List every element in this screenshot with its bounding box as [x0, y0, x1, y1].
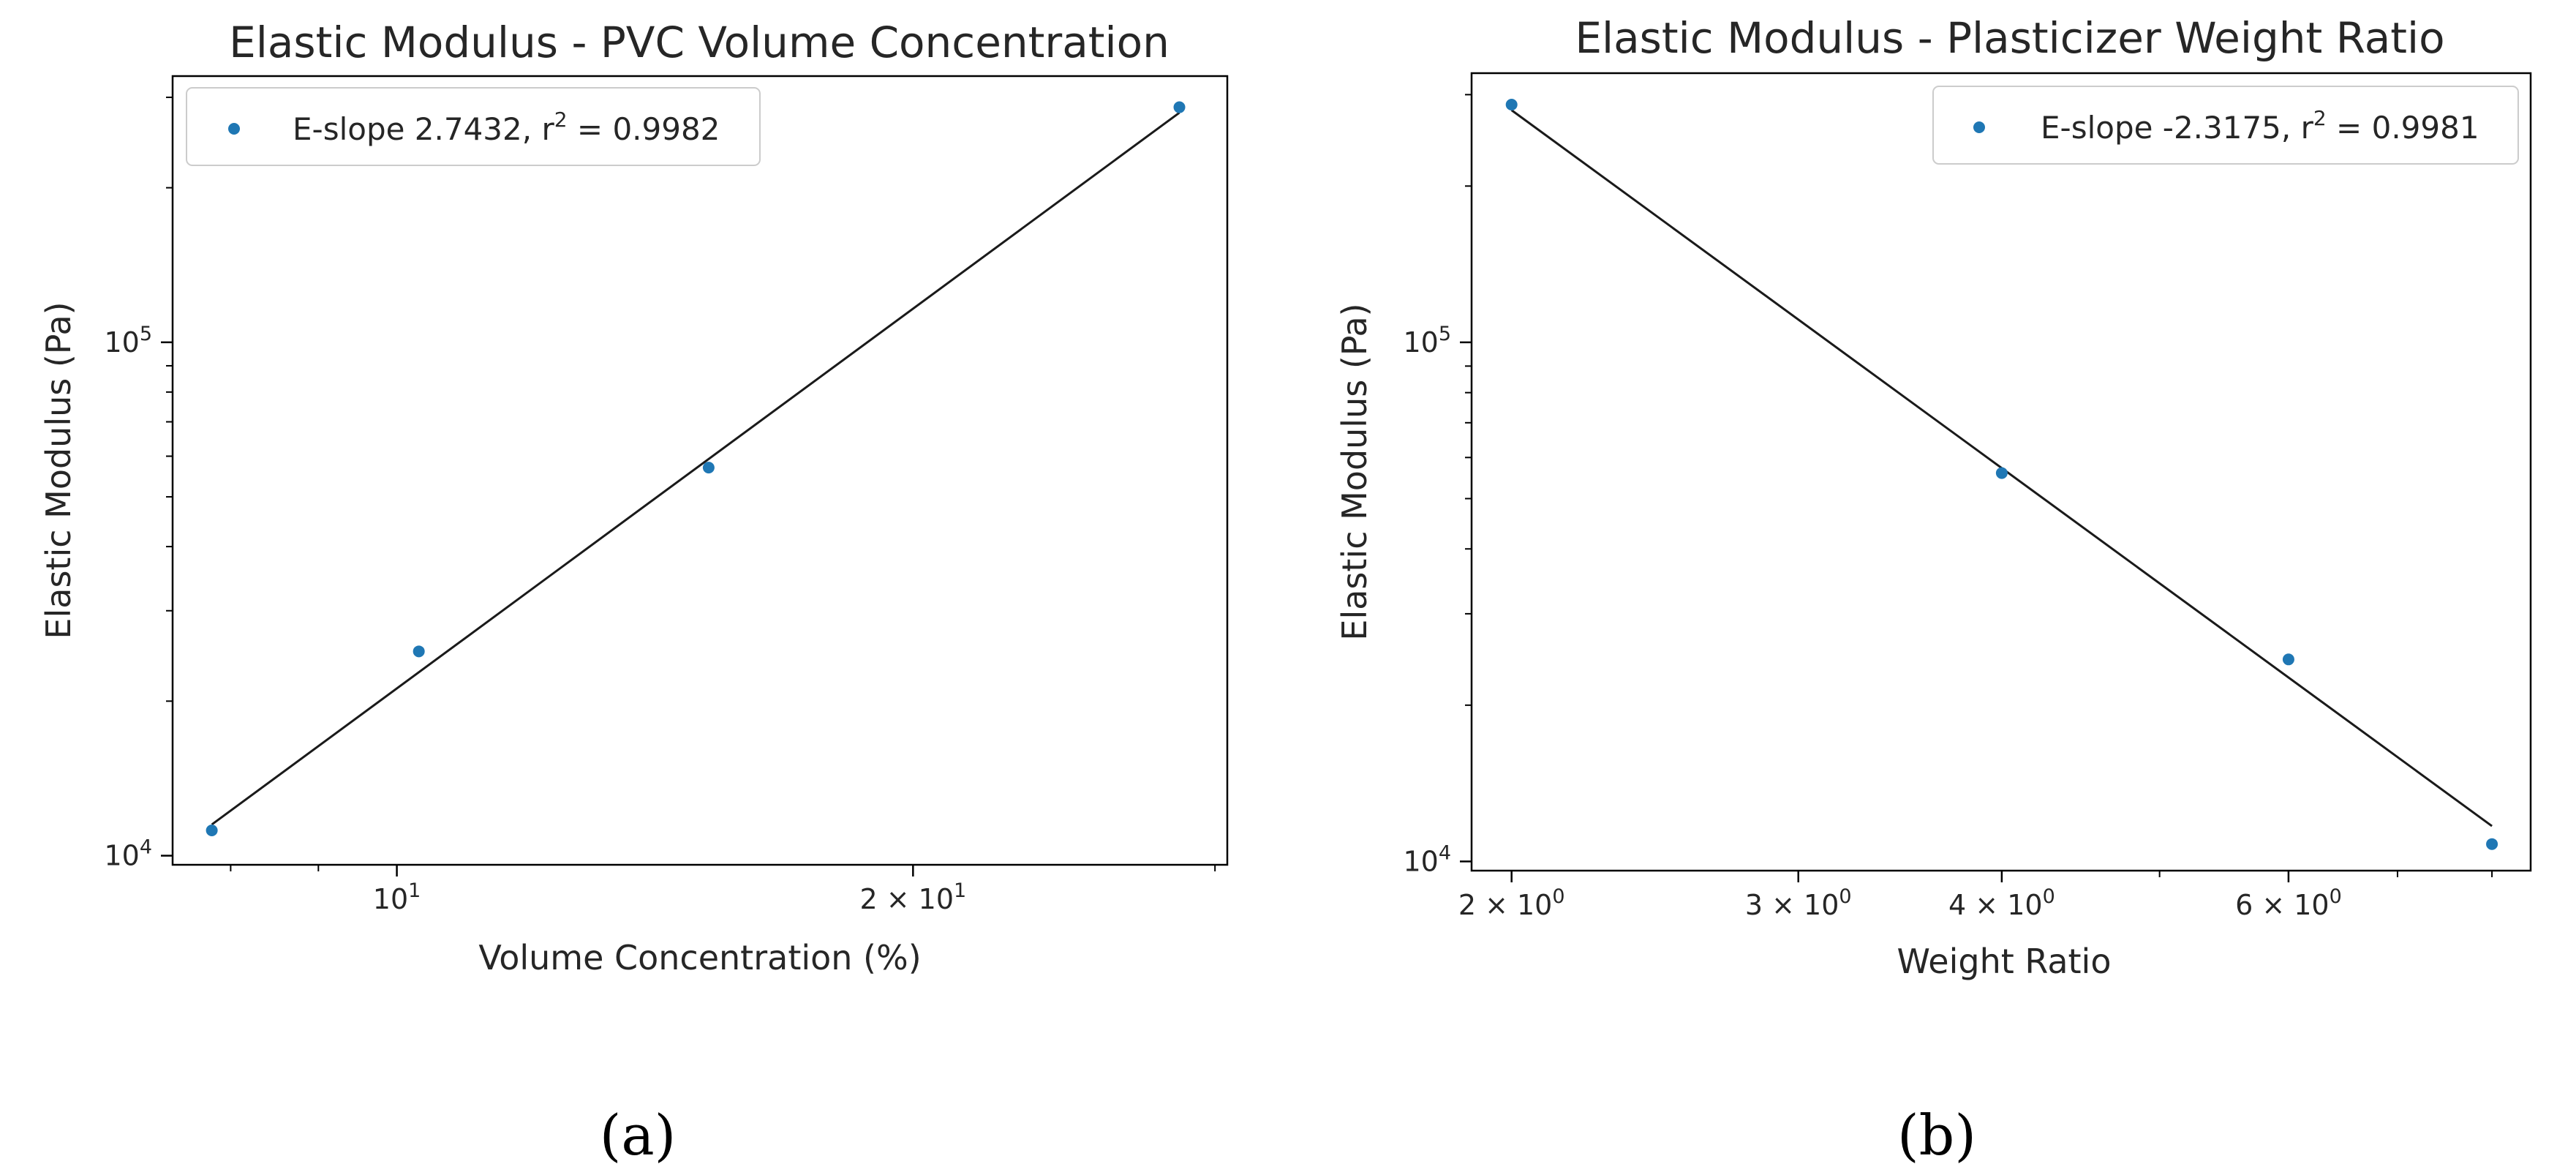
panel-label: (b): [1897, 1103, 1976, 1168]
data-point: [206, 825, 218, 837]
legend-box: [186, 87, 761, 166]
tick-base: 3 × 10: [1745, 889, 1839, 921]
panel-label: (a): [600, 1103, 677, 1168]
legend-marker: [1973, 121, 1985, 133]
tick-base: 10: [1403, 845, 1438, 877]
legend-box: [1932, 86, 2519, 165]
x-axis-label: Weight Ratio: [1897, 942, 2112, 981]
x-tick-label: 6 × 100: [2235, 885, 2342, 921]
y-tick-label: 105: [1403, 323, 1451, 358]
legend: E-slope -2.3175, r2 = 0.9981: [1932, 86, 2519, 165]
legend: E-slope 2.7432, r2 = 0.9982: [186, 87, 761, 166]
tick-exponent: 1: [408, 879, 421, 902]
legend-text-tail: = 0.9981: [2327, 110, 2479, 146]
x-tick-label: 2 × 101: [859, 879, 966, 915]
tick-exponent: 5: [140, 323, 152, 345]
y-tick-label: 104: [1403, 841, 1451, 877]
tick-base: 2 × 10: [859, 883, 954, 915]
tick-base: 10: [104, 840, 139, 872]
plot-frame: [171, 75, 1229, 866]
tick-base: 2 × 10: [1458, 889, 1553, 921]
tick-exponent: 0: [1552, 885, 1564, 908]
tick-exponent: 5: [1439, 323, 1451, 345]
y-tick-label: 104: [104, 836, 152, 872]
x-tick-label: 3 × 100: [1745, 885, 1852, 921]
data-point: [2282, 653, 2294, 666]
tick-exponent: 0: [1839, 885, 1851, 908]
plot-marks: [1505, 99, 2498, 850]
legend-text-tail: = 0.9982: [568, 111, 720, 147]
tick-base: 10: [104, 326, 139, 358]
chart-title: Elastic Modulus - Plasticizer Weight Rat…: [1575, 13, 2444, 63]
fit-line: [211, 111, 1180, 826]
chart-title: Elastic Modulus - PVC Volume Concentrati…: [229, 18, 1170, 67]
legend-text: E-slope -2.3175, r: [2041, 110, 2314, 146]
tick-exponent: 4: [1439, 841, 1451, 864]
x-tick-label: 2 × 100: [1458, 885, 1565, 921]
data-point: [1505, 99, 1518, 111]
chart-weight-ratio: Elastic Modulus - Plasticizer Weight Rat…: [1335, 13, 2532, 1168]
tick-base: 10: [1403, 326, 1438, 358]
data-point: [702, 462, 715, 474]
x-axis-label: Volume Concentration (%): [478, 938, 921, 977]
legend-entry: E-slope -2.3175, r2 = 0.9981: [2041, 106, 2479, 146]
x-tick-label: 101: [373, 879, 421, 915]
legend-text: E-slope 2.7432, r: [293, 111, 554, 147]
y-tick-label: 105: [104, 323, 152, 358]
legend-entry: E-slope 2.7432, r2 = 0.9982: [293, 108, 720, 147]
data-point: [413, 645, 425, 658]
x-axis-ticks: 2 × 100 3 × 100 4 × 100 6 × 100: [1458, 871, 2493, 921]
tick-exponent: 4: [140, 836, 152, 859]
x-axis-ticks: 101 2 × 101: [230, 865, 1216, 915]
tick-base: 10: [373, 883, 408, 915]
y-axis-label: Elastic Modulus (Pa): [39, 301, 78, 639]
data-point: [2486, 838, 2498, 850]
tick-exponent: 0: [2330, 885, 2342, 908]
x-tick-label: 4 × 100: [1948, 885, 2055, 921]
tick-base: 6 × 10: [2235, 889, 2330, 921]
data-point: [1995, 467, 2008, 479]
legend-sup: 2: [2313, 106, 2327, 130]
y-axis-label: Elastic Modulus (Pa): [1335, 303, 1374, 640]
plot-marks: [206, 101, 1186, 837]
tick-exponent: 1: [954, 879, 966, 902]
tick-exponent: 0: [2043, 885, 2055, 908]
legend-marker: [228, 123, 240, 135]
legend-sup: 2: [554, 108, 568, 132]
chart-volume-concentration: Elastic Modulus - PVC Volume Concentrati…: [39, 18, 1229, 1168]
data-point: [1173, 101, 1186, 113]
tick-base: 4 × 10: [1948, 889, 2043, 921]
